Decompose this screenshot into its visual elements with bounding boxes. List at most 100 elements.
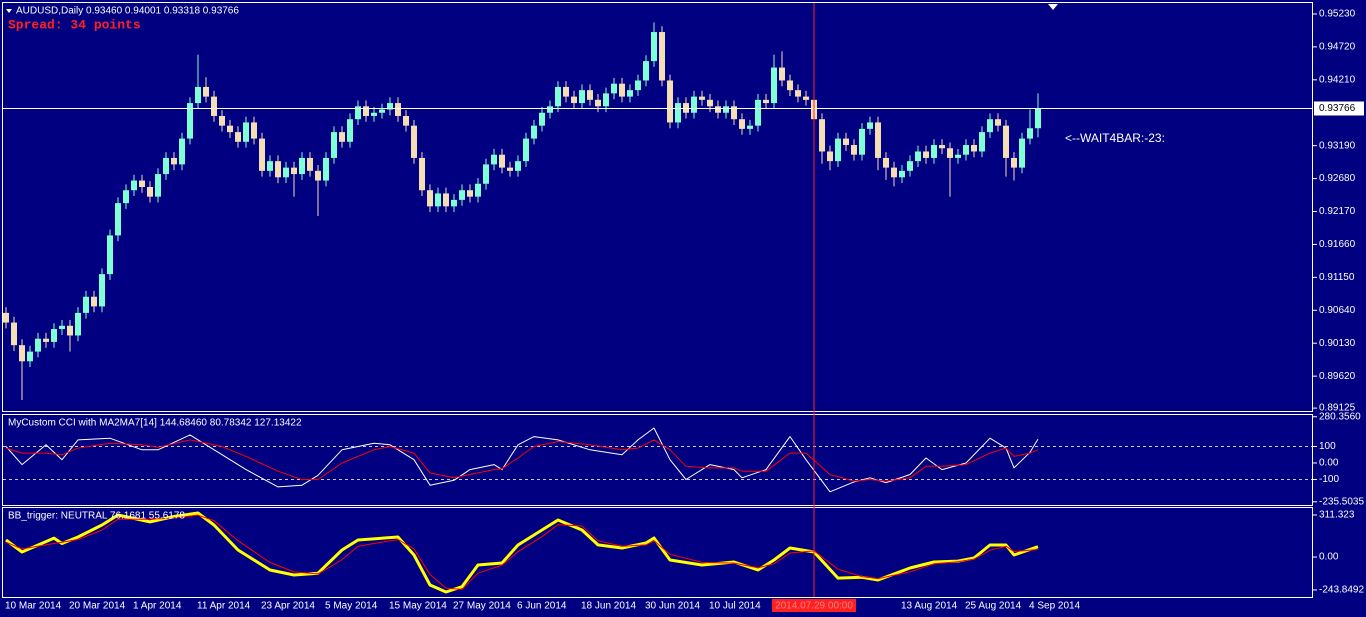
candle-body <box>795 90 801 97</box>
candle-body <box>395 103 401 116</box>
candle-body <box>59 325 65 330</box>
x-tick-label: 10 Mar 2014 <box>5 601 62 612</box>
candle-body <box>347 119 353 142</box>
candle-body <box>715 106 721 113</box>
x-tick-label: 10 Jul 2014 <box>709 601 761 612</box>
candle-body <box>107 235 113 275</box>
candle-body <box>707 99 713 107</box>
bb-panel-frame <box>2 507 1313 598</box>
x-tick-label: 18 Jun 2014 <box>581 601 636 612</box>
candle-body <box>611 83 617 94</box>
candle-body <box>91 296 97 307</box>
candle-body <box>675 103 681 123</box>
candle-body <box>803 96 809 100</box>
candle-body <box>123 190 129 204</box>
candle-body <box>851 145 857 155</box>
main-panel-frame <box>2 2 1313 412</box>
candle-body <box>43 338 49 342</box>
x-tick-label: 27 May 2014 <box>453 601 511 612</box>
candle-body <box>419 157 425 191</box>
candle-body <box>115 203 121 236</box>
candle-body <box>507 167 513 171</box>
candle-body <box>995 119 1001 126</box>
candle-body <box>427 190 433 207</box>
x-tick-label: 15 May 2014 <box>389 601 447 612</box>
cci-panel-frame <box>2 414 1313 506</box>
candle-body <box>331 132 337 158</box>
candle-body <box>179 138 185 165</box>
candle-body <box>955 154 961 158</box>
candle-body <box>987 119 993 133</box>
candle-body <box>139 180 145 187</box>
y-tick-label: 0.94720 <box>1319 42 1356 53</box>
indicator-line <box>5 439 1039 482</box>
x-tick-label: 5 May 2014 <box>325 601 378 612</box>
candle-body <box>763 99 769 104</box>
candle-body <box>627 90 633 97</box>
candle-body <box>963 145 969 155</box>
title-menu-arrow <box>6 9 12 13</box>
x-tick-label: 13 Aug 2014 <box>901 601 958 612</box>
y-tick-label: -100 <box>1319 474 1339 485</box>
candle-body <box>747 125 753 129</box>
candle-body <box>403 115 409 126</box>
candle-body <box>163 157 169 175</box>
candle-body <box>131 180 137 191</box>
y-tick-label: 0.89620 <box>1319 371 1356 382</box>
candle-body <box>83 296 89 313</box>
candle-body <box>195 86 201 104</box>
candle-body <box>691 96 697 113</box>
candle-body <box>979 132 985 152</box>
candle-body <box>667 80 673 123</box>
candle-body <box>859 128 865 155</box>
candle-body <box>275 161 281 178</box>
candle-body <box>939 145 945 149</box>
y-tick-label: 0.91150 <box>1319 272 1355 283</box>
candle-body <box>451 199 457 207</box>
candle-body <box>459 190 465 200</box>
y-tick-label: -235.5035 <box>1319 496 1364 507</box>
candle-body <box>739 119 745 129</box>
candle-body <box>27 351 33 362</box>
candle-body <box>467 190 473 197</box>
candle-body <box>1003 125 1009 158</box>
panel-title: BB_trigger: NEUTRAL 76.1681 55.6178 <box>8 511 185 522</box>
candle-body <box>211 96 217 116</box>
candle-body <box>923 151 929 158</box>
candle-body <box>579 90 585 104</box>
candle-body <box>523 138 529 162</box>
price-label-box <box>1314 101 1364 116</box>
candle-body <box>595 99 601 107</box>
candle-body <box>147 186 153 197</box>
candle-body <box>587 90 593 100</box>
candle-body <box>779 67 785 81</box>
candle-body <box>75 312 81 336</box>
x-tick-label: 11 Apr 2014 <box>197 601 251 612</box>
candle-body <box>875 122 881 158</box>
candle-body <box>915 151 921 162</box>
candle-body <box>99 274 105 307</box>
candle-body <box>819 119 825 152</box>
candle-body <box>155 174 161 197</box>
candle-body <box>315 170 321 181</box>
candle-body <box>651 32 657 62</box>
signal-label: <--WAIT4BAR:-23: <box>1065 131 1165 145</box>
candle-body <box>643 61 649 81</box>
chart-shift-marker <box>1048 4 1058 10</box>
candle-body <box>1027 128 1033 139</box>
spread-label: Spread: 34 points <box>8 17 141 32</box>
y-tick-label: 0.90130 <box>1319 338 1356 349</box>
candle-body <box>907 161 913 171</box>
candle-body <box>323 157 329 181</box>
indicator-line <box>5 514 1039 590</box>
candle-body <box>411 125 417 158</box>
candle-body <box>203 86 209 97</box>
x-tick-label: 4 Sep 2014 <box>1029 601 1081 612</box>
candle-body <box>235 132 241 142</box>
y-tick-label: 0.94210 <box>1319 74 1356 85</box>
candle-body <box>379 109 385 113</box>
x-tick-label: 23 Apr 2014 <box>261 601 315 612</box>
candle-body <box>3 312 9 323</box>
